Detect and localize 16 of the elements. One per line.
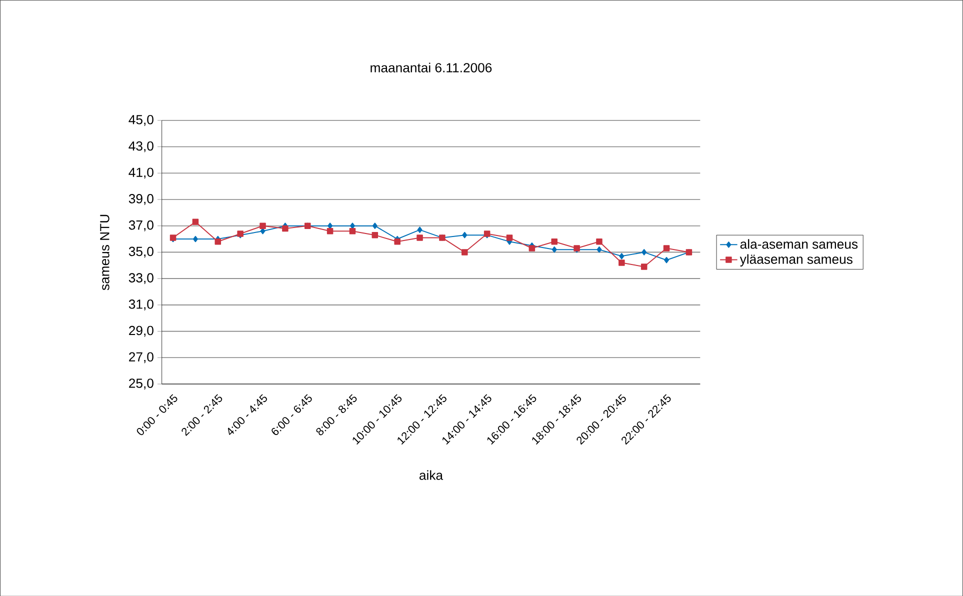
y-axis-title: sameus NTU bbox=[100, 214, 110, 290]
y-tick-label: 35,0 bbox=[128, 246, 154, 258]
y-tick-label: 33,0 bbox=[128, 272, 154, 284]
y-tick-label: 37,0 bbox=[128, 220, 154, 232]
legend-label: ala-aseman sameus bbox=[740, 238, 858, 249]
y-tick-label: 25,0 bbox=[129, 378, 154, 390]
y-tick-label: 39,0 bbox=[128, 194, 154, 205]
y-tick-label: 41,0 bbox=[128, 168, 154, 178]
y-tick-label: 43,0 bbox=[128, 141, 154, 152]
x-axis-title: aika bbox=[420, 470, 444, 480]
chart-title: maanantai 6.11.2006 bbox=[370, 62, 492, 72]
y-tick-label: 31,0 bbox=[128, 299, 154, 310]
legend-label: yläaseman sameus bbox=[740, 254, 852, 266]
y-tick-label: 29,0 bbox=[129, 326, 154, 337]
y-tick-label: 45,0 bbox=[128, 114, 154, 126]
y-tick-label: 27,0 bbox=[129, 352, 154, 363]
